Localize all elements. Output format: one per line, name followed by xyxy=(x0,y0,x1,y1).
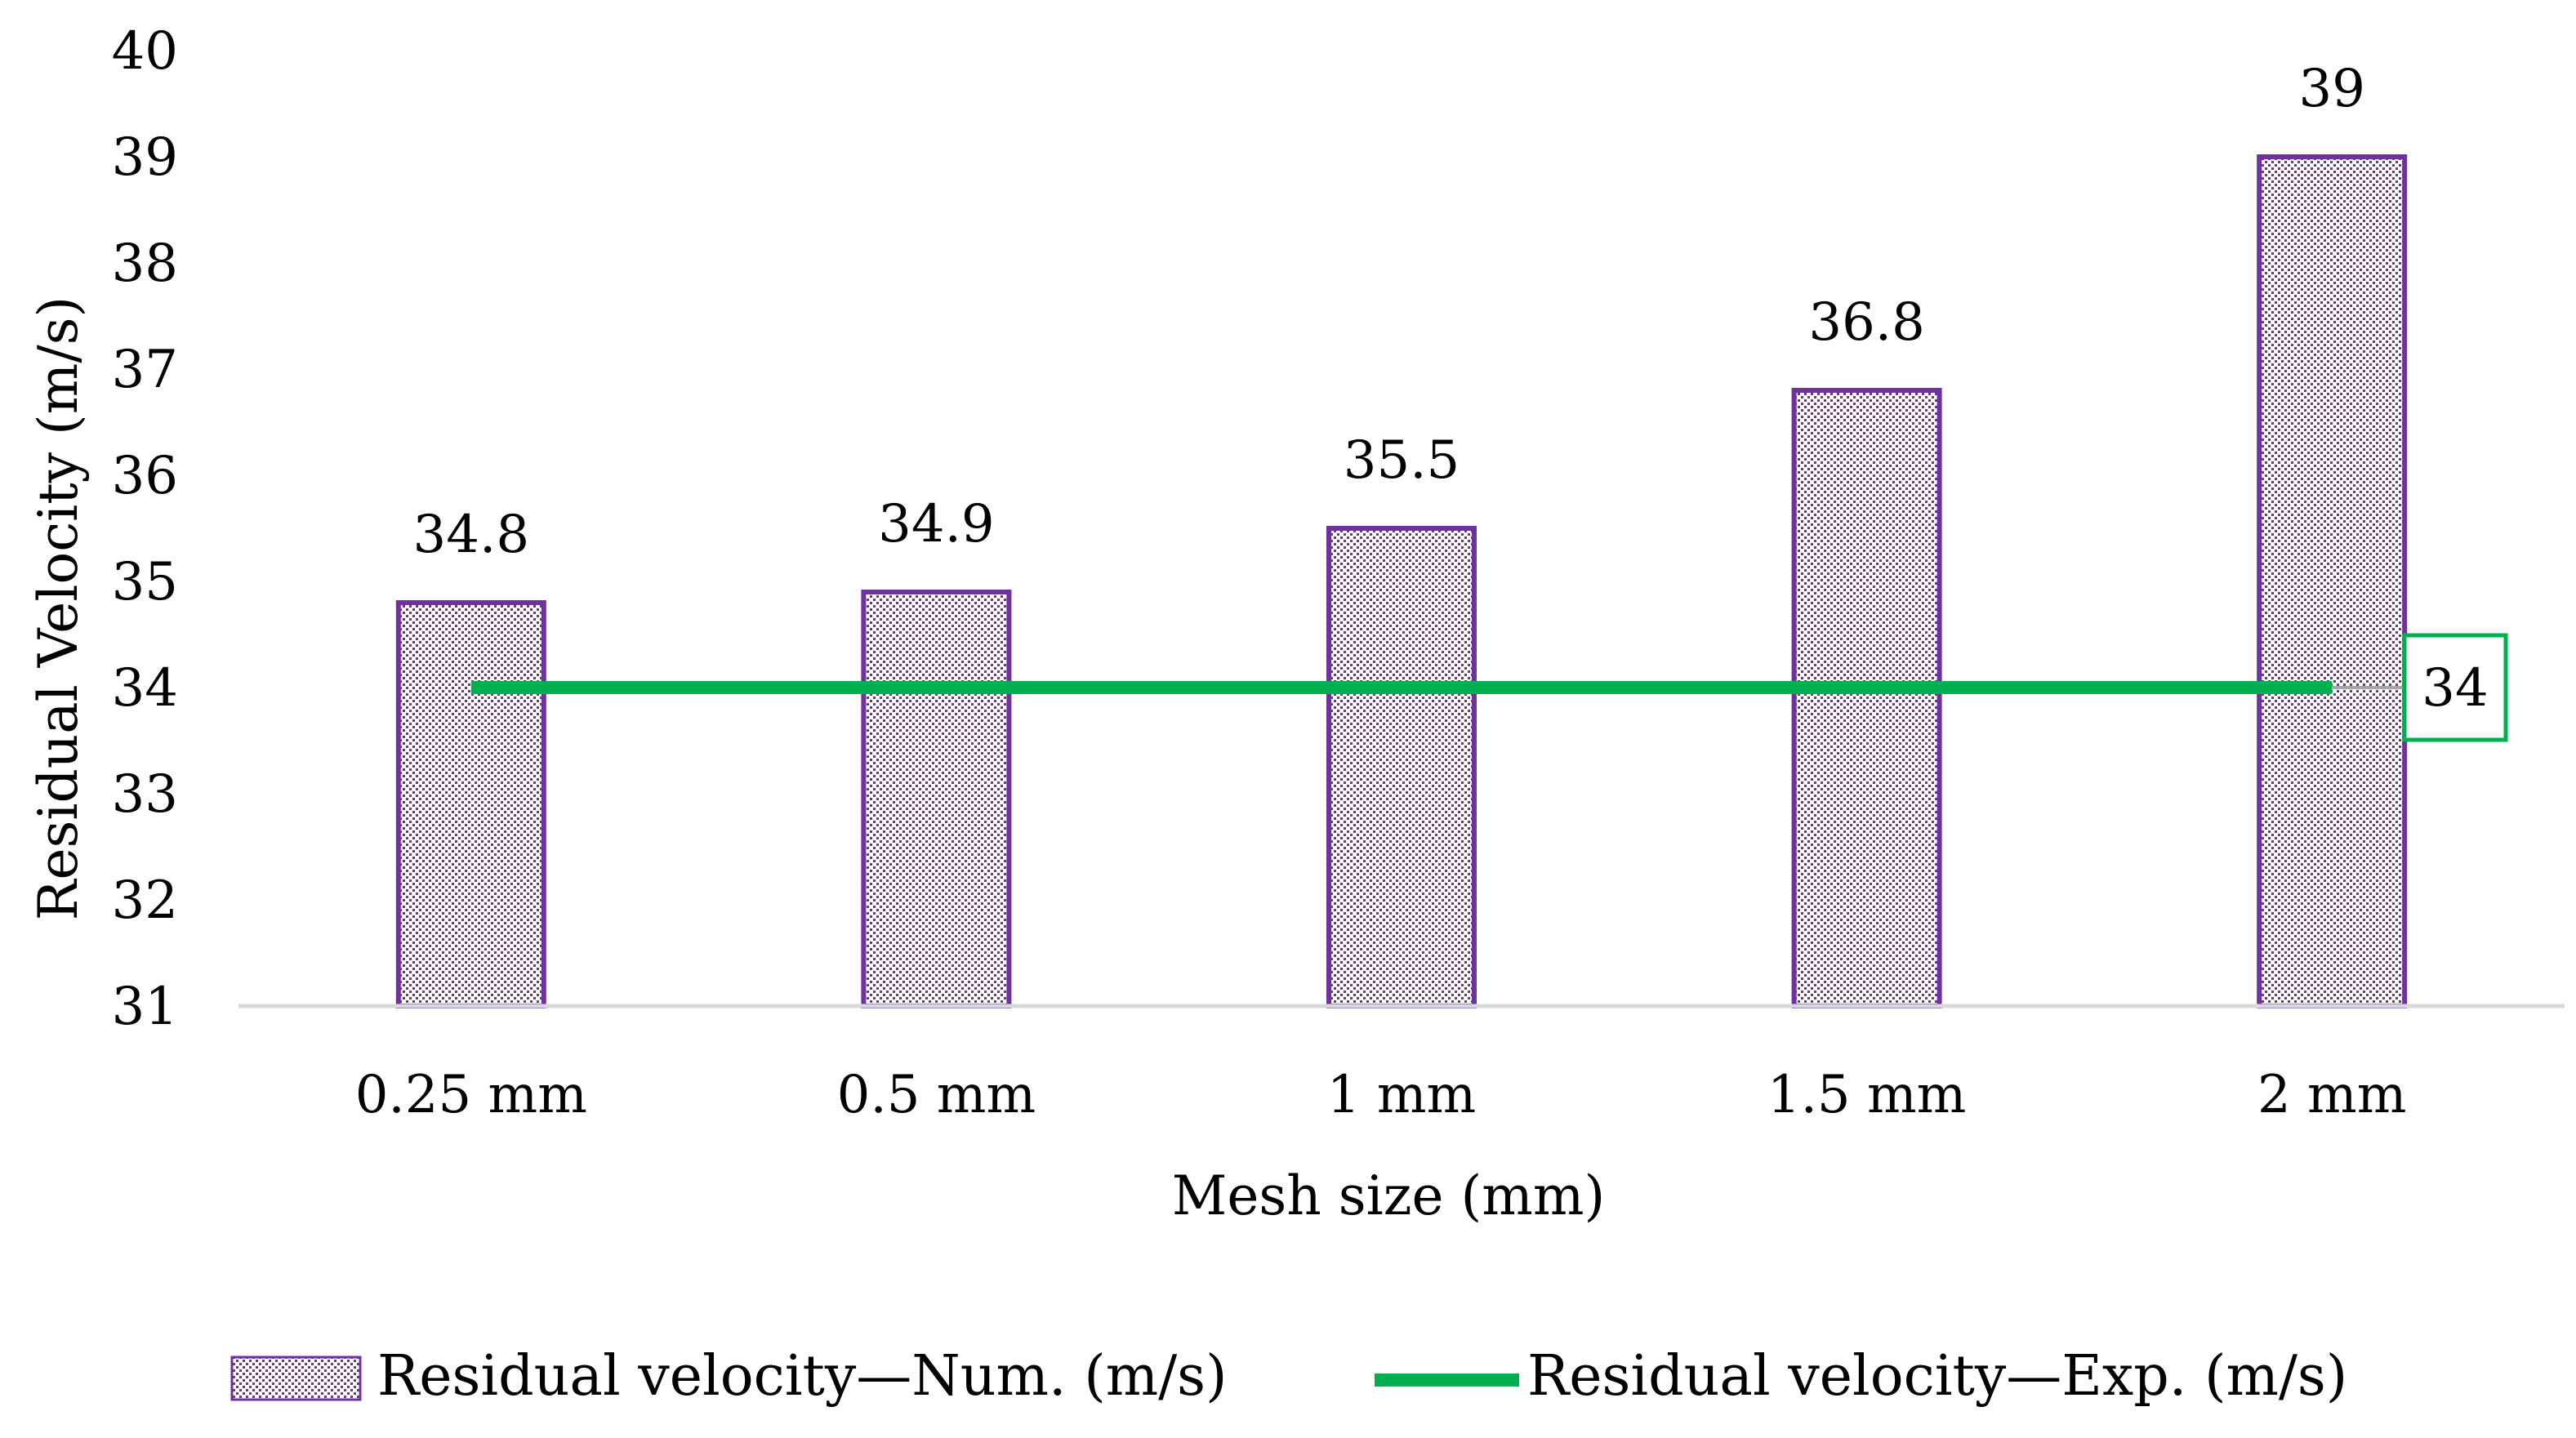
legend-label-exp: Residual velocity—Exp. (m/s) xyxy=(1527,1344,2347,1409)
bar xyxy=(861,590,1012,1008)
y-axis-tick-labels: 31 32 33 34 35 36 37 38 39 40 xyxy=(112,21,178,1037)
legend: Residual velocity—Num. (m/s) Residual ve… xyxy=(230,1344,2347,1409)
y-tick-label: 32 xyxy=(112,870,178,931)
y-tick-label: 39 xyxy=(112,127,178,188)
y-tick-label: 38 xyxy=(112,234,178,294)
bar-series xyxy=(395,154,2408,1008)
bar-data-label: 34.9 xyxy=(878,494,995,554)
x-tick-label: 0.5 mm xyxy=(837,1065,1036,1125)
exp-label-box xyxy=(2402,633,2508,742)
x-tick-label: 0.25 mm xyxy=(355,1065,587,1125)
bar xyxy=(2257,154,2408,1008)
bar-data-label: 35.5 xyxy=(1344,430,1460,491)
x-tick-label: 2 mm xyxy=(2257,1065,2406,1125)
y-tick-label: 34 xyxy=(112,658,178,719)
y-tick-label: 31 xyxy=(112,977,178,1037)
y-tick-label: 40 xyxy=(112,21,178,82)
bar xyxy=(1326,526,1477,1008)
legend-label-num: Residual velocity—Num. (m/s) xyxy=(377,1344,1228,1409)
bar-data-labels: 34.8 34.9 35.5 36.8 39 xyxy=(413,59,2365,565)
bar-data-label: 39 xyxy=(2298,59,2364,119)
bar-data-label: 34.8 xyxy=(413,505,530,565)
legend-swatch-num xyxy=(230,1356,362,1401)
x-axis-tick-labels: 0.25 mm 0.5 mm 1 mm 1.5 mm 2 mm xyxy=(355,1065,2407,1125)
y-tick-label: 37 xyxy=(112,340,178,400)
y-axis-title: Residual Velocity (m/s) xyxy=(27,296,90,920)
y-tick-label: 36 xyxy=(112,446,178,506)
x-tick-label: 1.5 mm xyxy=(1767,1065,1967,1125)
exp-data-label: 34 xyxy=(2422,658,2488,719)
x-tick-label: 1 mm xyxy=(1327,1065,1476,1125)
y-tick-label: 35 xyxy=(112,552,178,612)
bar xyxy=(395,600,546,1008)
bar xyxy=(1791,388,1942,1008)
x-axis-title: Mesh size (mm) xyxy=(1172,1164,1605,1227)
y-tick-label: 33 xyxy=(112,764,178,825)
experimental-line-series: 34 xyxy=(470,633,2508,742)
bar-data-label: 36.8 xyxy=(1808,292,1925,353)
